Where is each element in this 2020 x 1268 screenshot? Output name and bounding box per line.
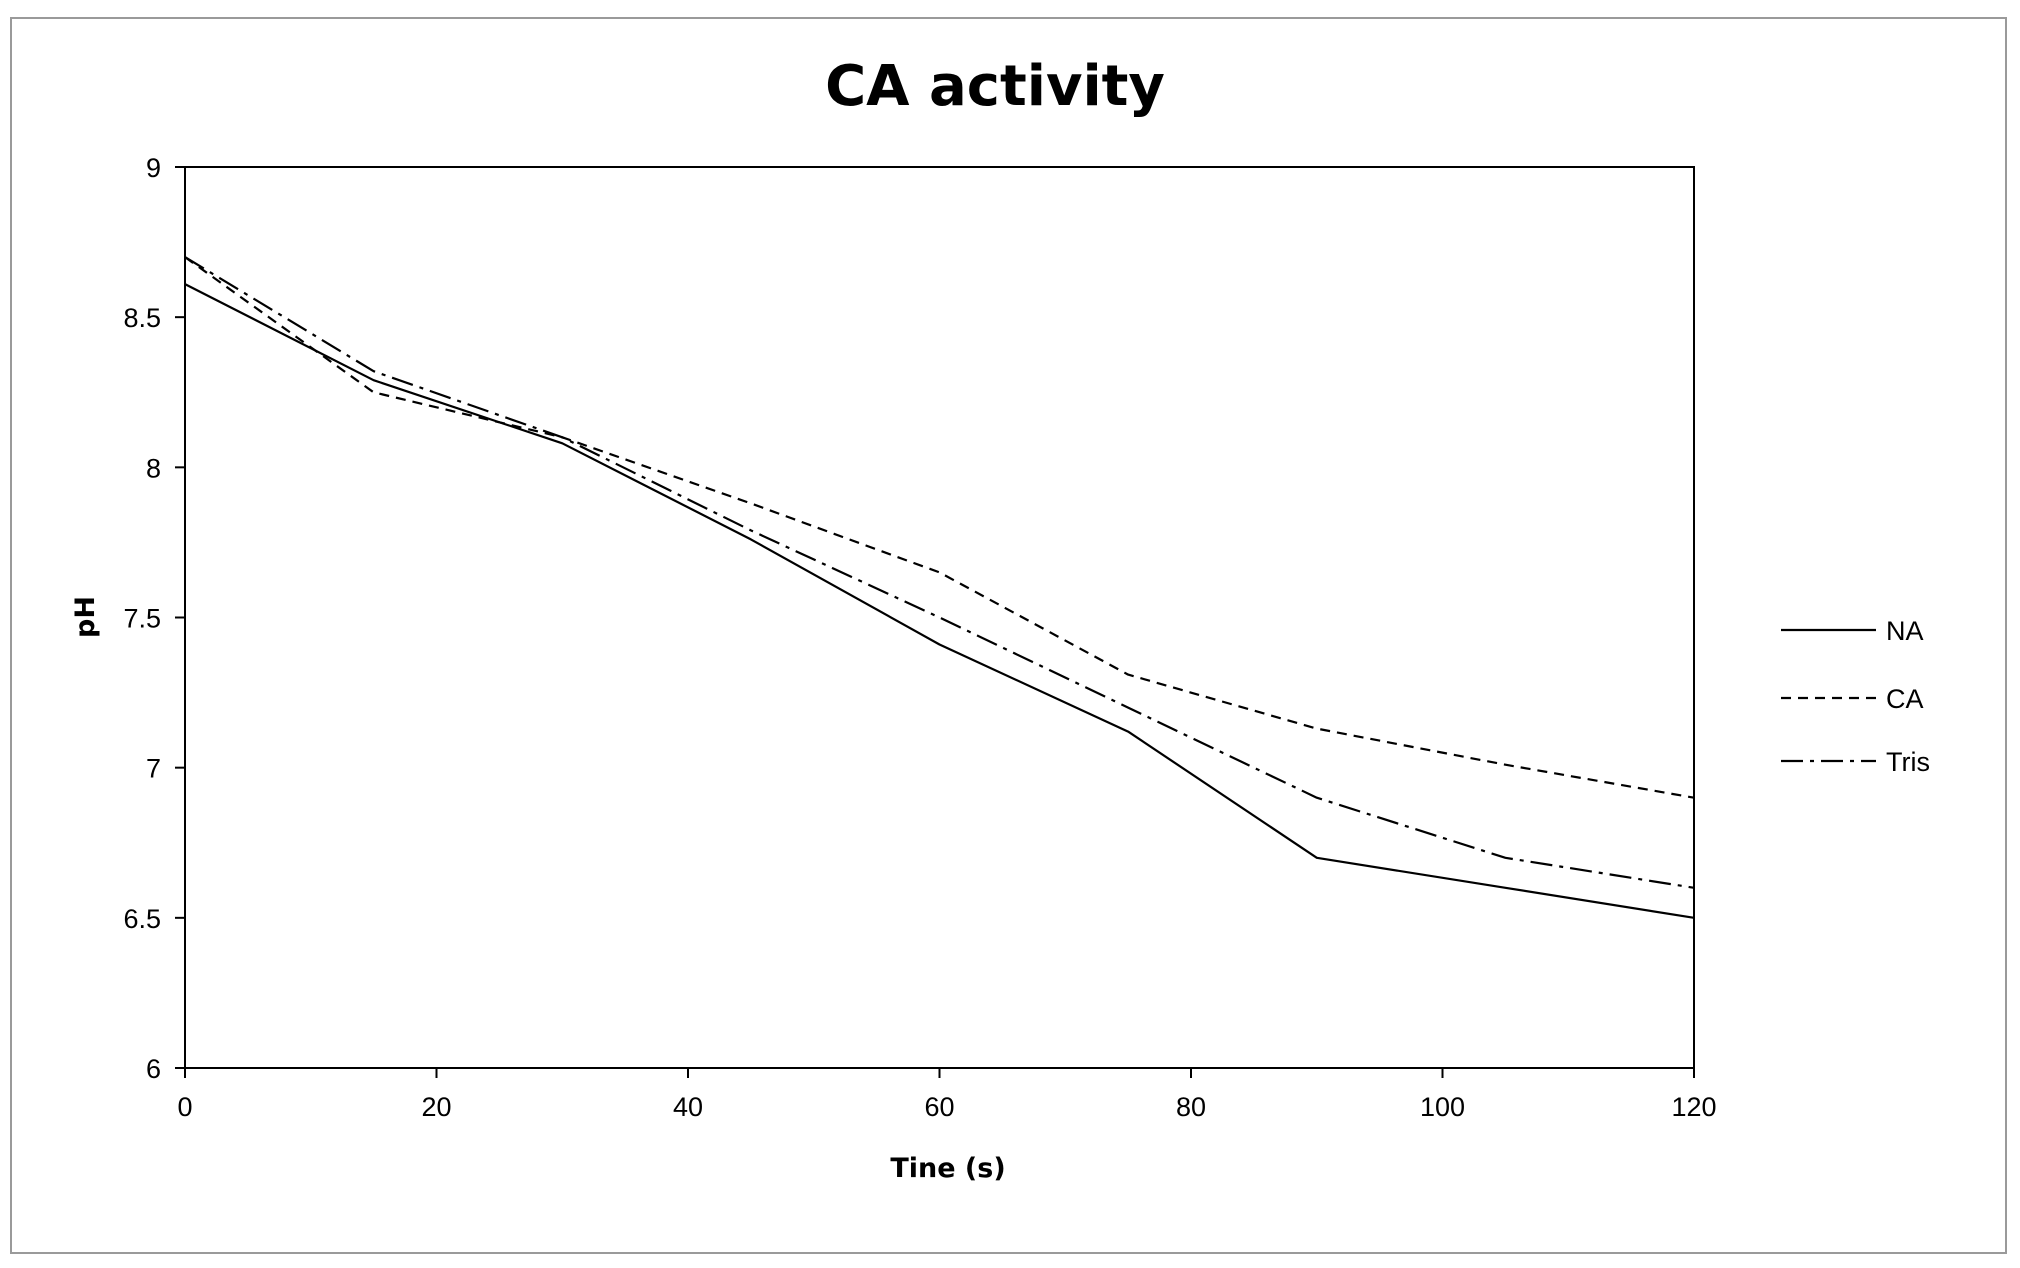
legend-label-na: NA: [1886, 616, 1924, 646]
series-line-na: [184, 283, 1695, 919]
series-line-tris: [184, 256, 1695, 889]
plot-area: [184, 166, 1695, 1069]
x-tick-label: 60: [924, 1092, 954, 1122]
y-tick-label: 8.5: [123, 303, 161, 333]
x-axis-title: Tine (s): [890, 1153, 1005, 1184]
x-tick-label: 20: [421, 1092, 451, 1122]
chart-title: CA activity: [825, 54, 1165, 119]
y-tick-label: 7: [146, 754, 161, 784]
y-axis-title: pH: [70, 596, 101, 638]
x-axis: 0 20 40 60 80 100 120: [177, 1068, 1717, 1122]
y-tick-label: 8: [146, 453, 161, 483]
y-tick-label: 9: [146, 153, 161, 183]
x-tick-label: 0: [177, 1092, 192, 1122]
y-tick-label: 6.5: [123, 904, 161, 934]
chart-frame: CA activity 6 6.5 7 7.5 8 8.5 9 0 20 40 60 80 100 12…: [10, 17, 2007, 1254]
x-tick-label: 80: [1176, 1092, 1206, 1122]
x-tick-label: 100: [1420, 1092, 1465, 1122]
chart-canvas: CA activity 6 6.5 7 7.5 8 8.5 9 0 20 40 60 80 100 12…: [70, 54, 1930, 1184]
series-line-ca: [184, 256, 1695, 799]
series-lines: [184, 256, 1695, 919]
legend-label-ca: CA: [1886, 684, 1924, 714]
x-tick-label: 40: [673, 1092, 703, 1122]
legend-label-tris: Tris: [1886, 747, 1930, 777]
legend: NA CA Tris: [1781, 616, 1930, 777]
y-tick-label: 6: [146, 1054, 161, 1084]
y-tick-label: 7.5: [123, 604, 161, 634]
x-tick-label: 120: [1671, 1092, 1716, 1122]
y-axis: 6 6.5 7 7.5 8 8.5 9: [123, 153, 185, 1084]
